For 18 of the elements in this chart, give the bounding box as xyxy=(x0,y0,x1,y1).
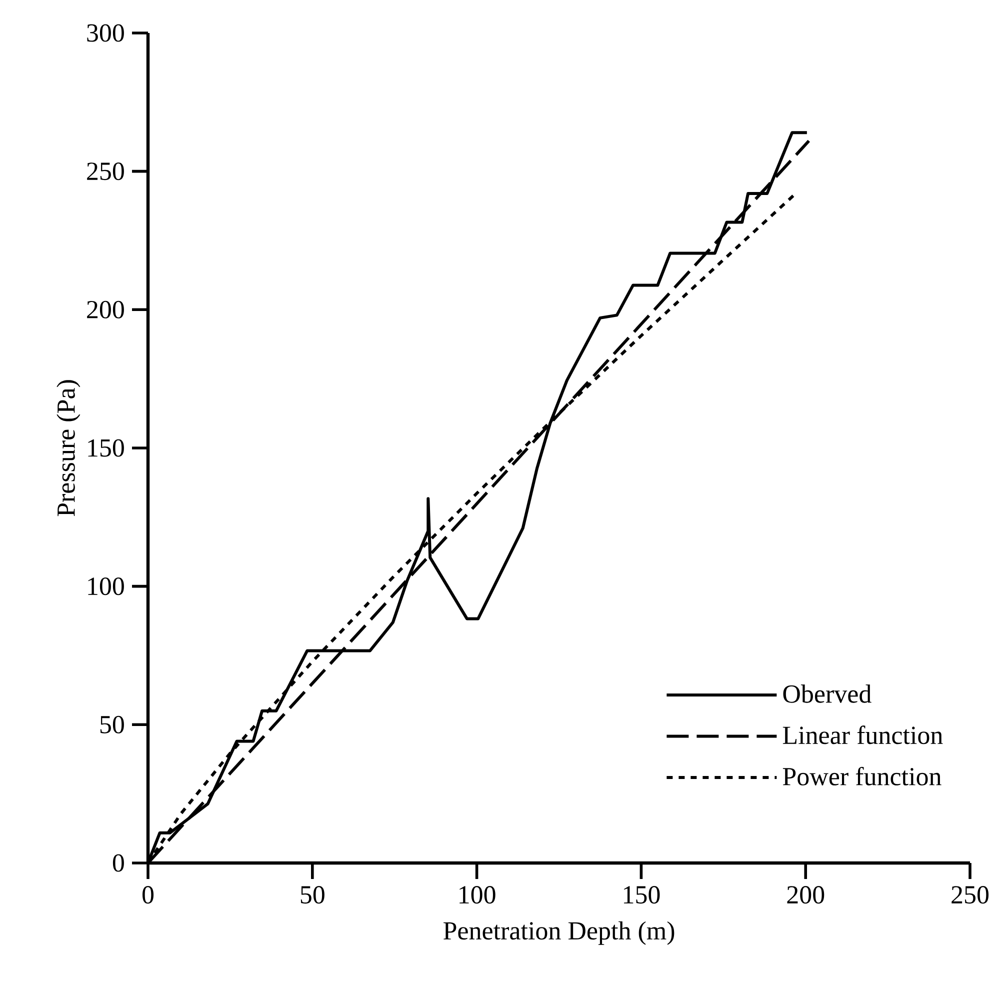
x-axis-title: Penetration Depth (m) xyxy=(444,921,674,945)
x-tick-label: 0 xyxy=(142,886,154,904)
legend-label: Oberved xyxy=(783,684,872,703)
y-tick-label: 200 xyxy=(87,300,124,318)
x-tick-label: 250 xyxy=(952,886,989,904)
y-tick-label: 50 xyxy=(100,716,124,734)
legend-label: Linear function xyxy=(782,726,943,744)
legend-label: Power function xyxy=(782,766,942,786)
x-tick-label: 200 xyxy=(787,886,824,904)
y-tick-label: 0 xyxy=(112,854,124,872)
y-tick-label: 300 xyxy=(87,24,124,42)
x-tick-label: 100 xyxy=(460,886,496,904)
x-tick-label: 50 xyxy=(300,886,324,904)
y-axis-title: Pressure (Pa) xyxy=(56,380,80,516)
y-tick-label: 100 xyxy=(88,578,124,596)
y-tick-label: 150 xyxy=(88,439,124,457)
y-tick-label: 250 xyxy=(87,162,124,180)
x-tick-label: 150 xyxy=(624,886,660,904)
